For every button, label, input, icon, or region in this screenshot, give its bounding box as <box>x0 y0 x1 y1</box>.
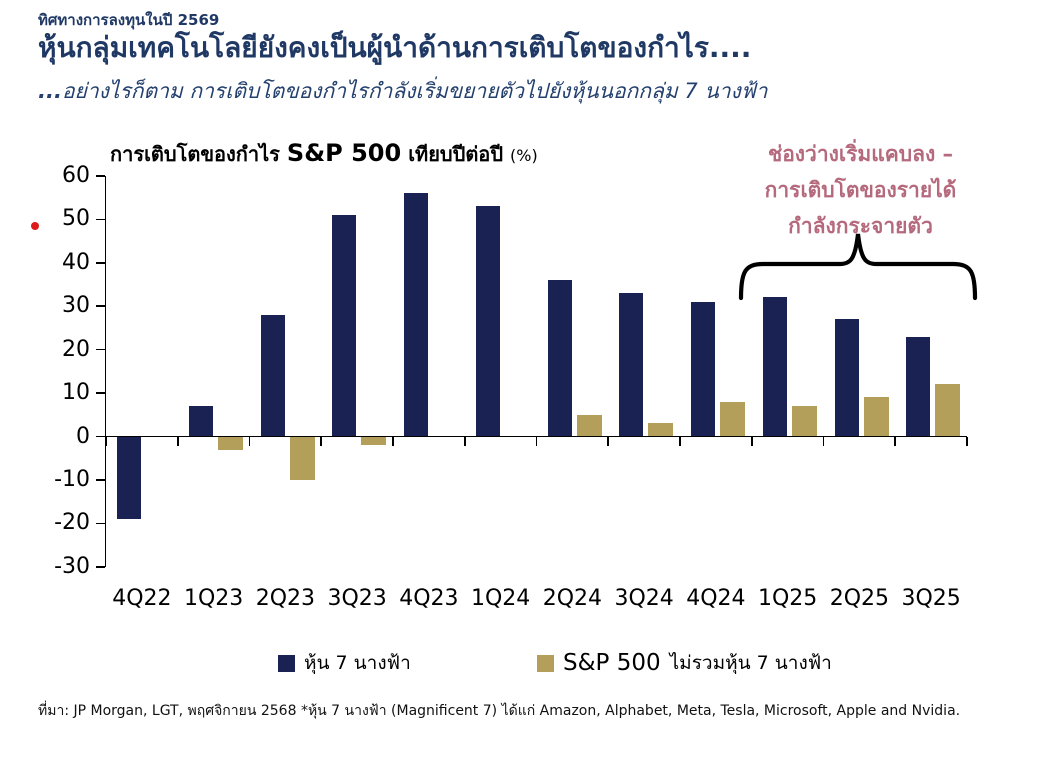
legend-item-mag7: หุ้น 7 นางฟ้า <box>278 648 411 678</box>
x-tick <box>320 437 323 447</box>
y-tick-label-30: 30 <box>62 293 90 319</box>
bar-mag7-1Q25 <box>762 297 787 437</box>
x-tick-label-3Q23: 3Q23 <box>327 586 387 611</box>
bar-sp500-ex-mag7-1Q23 <box>217 436 243 450</box>
y-tick-label--30: -30 <box>54 553 90 579</box>
subtitle-leading-dots: ... <box>38 79 62 103</box>
bar-mag7-3Q25 <box>906 336 931 437</box>
x-tick-label-1Q25: 1Q25 <box>757 586 818 611</box>
annotation-callout: ช่องว่างเริ่มแคบลง – การเติบโตของรายได้ … <box>733 136 988 244</box>
x-axis-line <box>106 435 967 438</box>
subtitle-text: อย่างไรก็ตาม การเติบโตของกำไรกำลังเริ่มข… <box>61 79 768 103</box>
chart-title-suffix: เทียบปีต่อปี <box>408 142 504 166</box>
y-tick <box>96 348 105 351</box>
bar-mag7-2Q23 <box>260 314 285 437</box>
y-axis-line <box>104 176 107 567</box>
x-tick <box>966 437 968 447</box>
red-bullet-dot <box>31 222 39 230</box>
x-tick <box>392 437 394 447</box>
annotation-line-2: การเติบโตของรายได้ <box>764 178 957 202</box>
bar-sp500-ex-mag7-3Q25 <box>935 384 961 437</box>
y-tick <box>96 566 105 568</box>
y-tick-label-0: 0 <box>76 423 90 449</box>
x-tick <box>463 437 466 447</box>
x-tick <box>105 437 107 447</box>
legend-item-sp500-ex-mag7: S&P 500 ไม่รวมหุ้น 7 นางฟ้า <box>537 648 832 678</box>
legend-label-mag7: หุ้น 7 นางฟ้า <box>304 652 411 674</box>
x-tick-label-2Q25: 2Q25 <box>829 586 890 611</box>
bar-sp500-ex-mag7-2Q23 <box>289 436 315 480</box>
annotation-line-3: กำลังกระจายตัว <box>788 214 933 238</box>
eyebrow-text: ทิศทางการลงทุนในปี 2569 <box>38 11 220 29</box>
bar-sp500-ex-mag7-2Q24 <box>576 414 602 437</box>
source-note: ที่มา: JP Morgan, LGT, พฤศจิกายน 2568 *ห… <box>38 703 961 719</box>
bar-sp500-ex-mag7-3Q24 <box>648 423 674 437</box>
y-tick-label-20: 20 <box>62 336 90 362</box>
page-subtitle: ...อย่างไรก็ตาม การเติบโตของกำไรกำลังเริ… <box>38 74 998 108</box>
bar-sp500-ex-mag7-2Q25 <box>863 397 889 437</box>
bar-mag7-2Q24 <box>547 280 572 437</box>
x-tick <box>750 437 753 447</box>
x-tick-label-2Q23: 2Q23 <box>255 586 316 611</box>
x-tick-label-4Q23: 4Q23 <box>399 586 459 611</box>
x-tick <box>607 437 610 447</box>
x-tick <box>176 437 179 447</box>
y-tick-label-60: 60 <box>62 162 90 188</box>
legend-label-sp500-emphasis: S&P 500 <box>563 650 661 676</box>
y-tick-label--20: -20 <box>54 510 90 536</box>
x-tick-label-1Q24: 1Q24 <box>470 586 531 611</box>
chart-title-emphasis: S&P 500 <box>286 139 402 167</box>
x-tick <box>248 437 251 447</box>
y-tick-label-50: 50 <box>62 206 90 232</box>
legend-label-sp500-rest: ไม่รวมหุ้น 7 นางฟ้า <box>669 652 832 674</box>
y-tick <box>96 392 105 394</box>
y-tick <box>96 522 105 525</box>
bar-mag7-1Q23 <box>188 406 213 437</box>
x-tick-label-4Q22: 4Q22 <box>112 586 172 611</box>
bar-mag7-3Q24 <box>619 293 644 437</box>
page-title: หุ้นกลุ่มเทคโนโลยียังคงเป็นผู้นำด้านการเ… <box>38 31 752 64</box>
y-tick <box>96 305 105 307</box>
legend-swatch-mag7 <box>278 654 295 672</box>
chart-title-prefix: การเติบโตของกำไร <box>110 142 280 166</box>
bar-mag7-1Q24 <box>475 206 500 437</box>
y-tick <box>96 175 105 177</box>
y-tick <box>96 218 105 221</box>
chart-title-unit: (%) <box>510 146 538 165</box>
brace-bracket-icon <box>738 233 978 301</box>
annotation-line-1: ช่องว่างเริ่มแคบลง – <box>767 142 954 166</box>
bar-mag7-4Q22 <box>117 436 141 520</box>
x-tick <box>679 437 681 447</box>
x-tick <box>822 437 825 447</box>
x-tick-label-1Q23: 1Q23 <box>183 586 244 611</box>
y-tick <box>96 261 105 264</box>
bar-mag7-3Q23 <box>332 214 357 437</box>
bar-mag7-4Q23 <box>404 193 428 437</box>
bar-mag7-4Q24 <box>691 301 715 437</box>
y-tick-label-40: 40 <box>62 249 90 275</box>
chart-title: การเติบโตของกำไร S&P 500 เทียบปีต่อปี (%… <box>110 138 538 170</box>
bar-sp500-ex-mag7-1Q25 <box>791 406 817 437</box>
bar-sp500-ex-mag7-3Q23 <box>361 436 387 446</box>
x-tick <box>535 437 538 447</box>
legend-swatch-sp500 <box>537 654 554 672</box>
bar-mag7-2Q25 <box>834 319 859 437</box>
x-tick-label-3Q25: 3Q25 <box>901 586 961 611</box>
y-tick-label--10: -10 <box>54 466 90 492</box>
y-tick <box>96 479 105 481</box>
x-tick-label-3Q24: 3Q24 <box>614 586 674 611</box>
x-tick-label-2Q24: 2Q24 <box>542 586 603 611</box>
y-tick <box>96 435 105 438</box>
x-tick <box>894 437 897 447</box>
bar-sp500-ex-mag7-4Q24 <box>720 401 745 437</box>
y-tick-label-10: 10 <box>62 380 90 406</box>
x-tick-label-4Q24: 4Q24 <box>686 586 746 611</box>
